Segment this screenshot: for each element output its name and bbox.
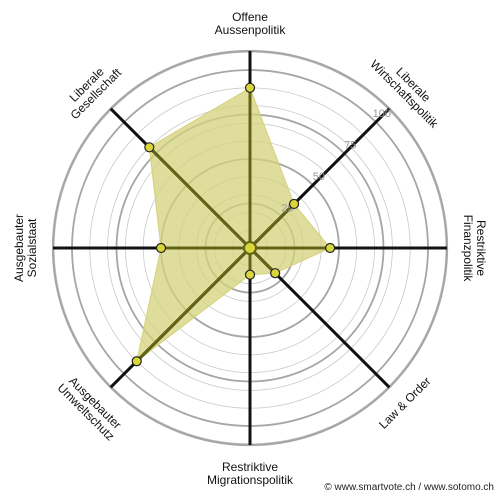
data-point [270, 268, 281, 279]
data-point [288, 198, 300, 210]
value-line [248, 202, 296, 250]
axis-label: Migrationspolitik [207, 473, 294, 487]
data-point [155, 242, 167, 254]
axis-label-group: Ausgebauter Sozialstaat [12, 214, 39, 282]
tick-label: 50 [313, 171, 325, 183]
center-point [243, 241, 257, 255]
value-line [148, 146, 252, 250]
data-point [244, 269, 256, 280]
data-point [325, 242, 336, 254]
tick-label: 75 [344, 140, 356, 152]
axis-label: Aussenpolitik [215, 23, 287, 37]
value-line [135, 246, 252, 363]
axis-label: Finanzpolitik [461, 215, 475, 283]
axis-label: Sozialstaat [25, 218, 39, 277]
axis-label: Offene [232, 10, 268, 24]
data-point [131, 356, 142, 367]
axis-label: Restriktive [222, 460, 278, 474]
axis-label: Restriktive [474, 220, 488, 276]
axis-label: Ausgebauter [12, 214, 26, 282]
data-point [244, 82, 256, 93]
credit-text: © www.smartvote.ch / www.sotomo.ch [324, 482, 494, 493]
value-lines [135, 87, 331, 363]
data-point [144, 142, 155, 153]
data-points [131, 82, 336, 367]
tick-label: 100 [373, 108, 391, 120]
